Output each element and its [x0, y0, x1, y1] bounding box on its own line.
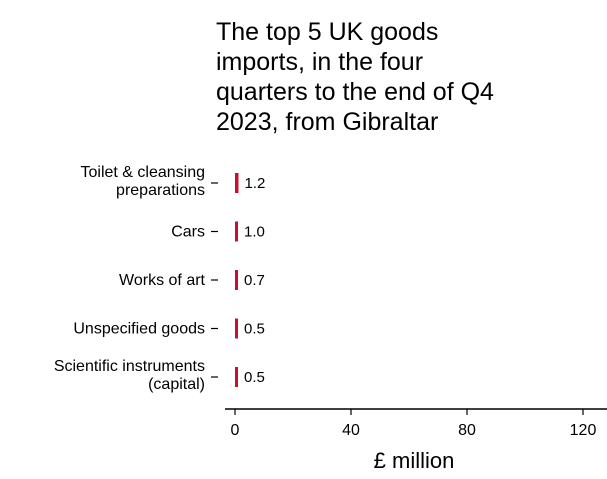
category-label: (capital) [148, 376, 205, 393]
x-axis: 0 40 80 120 [211, 182, 607, 439]
data-label: 1.0 [244, 224, 265, 241]
category-label: Works of art [119, 272, 206, 289]
chart-title-line: The top 5 UK goods [216, 18, 438, 46]
bar [235, 367, 238, 387]
x-tick-label: 0 [231, 422, 240, 439]
value-labels: 1.2 1.0 0.7 0.5 0.5 [244, 175, 265, 386]
data-label: 0.7 [244, 272, 265, 289]
category-label: Toilet & cleansing [80, 164, 205, 181]
chart-title-line: imports, in the four [216, 48, 423, 76]
chart-title-line: quarters to the end of Q4 [216, 78, 494, 106]
bar [235, 221, 238, 242]
x-tick-label: 120 [570, 422, 597, 439]
category-label: Scientific instruments [54, 358, 205, 375]
bar [235, 270, 238, 290]
bars [235, 173, 239, 387]
x-tick-label: 40 [342, 422, 360, 439]
category-label: Cars [171, 224, 205, 241]
bar [235, 318, 238, 339]
category-label: preparations [116, 182, 205, 199]
data-label: 0.5 [244, 369, 265, 386]
bar [235, 173, 239, 193]
category-label: Unspecified goods [73, 321, 205, 338]
chart-title-line: 2023, from Gibraltar [216, 108, 438, 136]
x-axis-title: £ million [374, 448, 455, 473]
x-tick-label: 80 [458, 422, 476, 439]
data-label: 0.5 [244, 321, 265, 338]
data-label: 1.2 [244, 175, 265, 192]
